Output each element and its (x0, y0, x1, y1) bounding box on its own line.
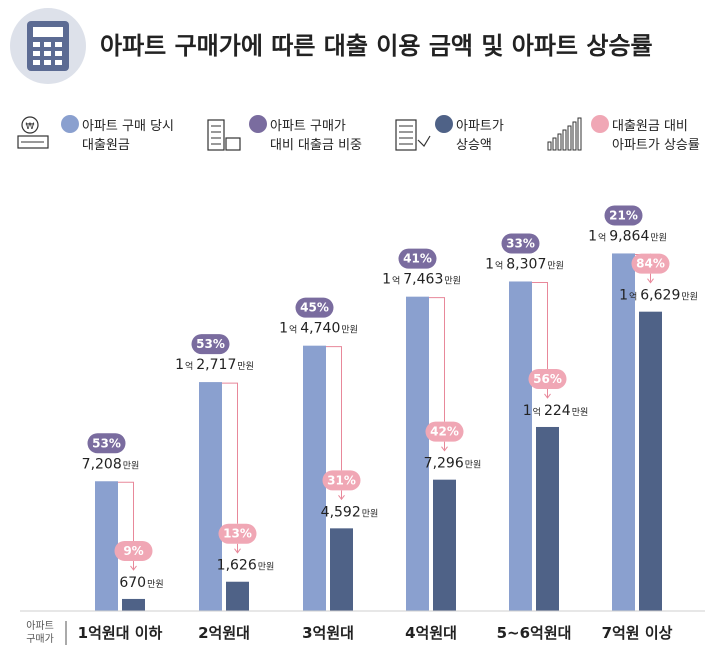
svg-text:21%: 21% (609, 208, 638, 222)
bar-group-1: 9% 670만원 7,208만원 53% (82, 433, 164, 611)
bar-growth-icon (547, 117, 582, 151)
ratio-connector (222, 382, 238, 524)
legend-swatch (591, 115, 609, 133)
legend-label: 대출원금 대비 (612, 119, 688, 134)
legend-label: 대비 대출금 비중 (270, 138, 362, 153)
rise-value-label: 4,592만원 (321, 504, 379, 520)
category-label: 2억원대 (198, 624, 250, 642)
rise-value-label: 7,296만원 (424, 456, 482, 472)
bankbook-icon: ₩ (17, 116, 49, 149)
svg-text:53%: 53% (92, 436, 121, 450)
rise-ratio-badge: 42% (425, 421, 464, 442)
legend-label: 아파트가 (456, 119, 504, 134)
loan-ratio-badge: 21% (604, 205, 643, 226)
loan-value-label: 1억 4,740만원 (279, 321, 358, 337)
loan-value-label: 1억 8,307만원 (485, 256, 564, 272)
loan-value-label: 1억 2,717만원 (175, 357, 254, 373)
apartment-house-icon (207, 119, 241, 151)
ratio-connector (532, 281, 548, 369)
rise-value-label: 670만원 (119, 575, 163, 591)
loan-bar (303, 345, 326, 611)
axis-caption-line1: 아파트 (26, 620, 54, 632)
rise-value-label: 1억 224만원 (523, 403, 589, 419)
loan-value-label: 7,208만원 (82, 456, 140, 472)
rise-value-label: 1,626만원 (217, 558, 275, 574)
svg-text:31%: 31% (327, 473, 356, 487)
loan-bar (509, 281, 532, 611)
svg-text:₩: ₩ (26, 122, 35, 132)
loan-bar (612, 253, 635, 611)
building-rise-icon (395, 119, 431, 151)
loan-ratio-badge: 53% (87, 433, 126, 454)
category-label: 3억원대 (302, 624, 354, 642)
loan-ratio-badge: 53% (191, 334, 230, 355)
svg-text:53%: 53% (196, 337, 225, 351)
legend-label: 대출원금 (82, 138, 130, 153)
legend-label: 아파트 구매가 (270, 119, 346, 134)
svg-text:13%: 13% (223, 527, 252, 541)
svg-text:41%: 41% (403, 252, 432, 266)
rise-bar (536, 426, 559, 611)
bar-group-3: 31% 4,592만원 1억 4,740만원 45% (279, 297, 379, 611)
rise-bar (330, 528, 353, 611)
svg-text:9%: 9% (123, 544, 143, 558)
plot-area: 9% 670만원 7,208만원 53% 13% 1,626만원 1억 2,717만원 53% 3… (82, 205, 698, 611)
category-label: 5~6억원대 (497, 624, 572, 642)
bar-group-6: 84% 1억 6,629만원 1억 9,864만원 21% (588, 205, 698, 611)
ratio-connector (429, 297, 445, 422)
category-label: 7억원 이상 (602, 624, 673, 642)
bar-group-4: 42% 7,296만원 1억 7,463만원 41% (382, 248, 482, 611)
legend-swatch (61, 115, 79, 133)
bar-group-2: 13% 1,626만원 1억 2,717만원 53% (175, 334, 274, 611)
rise-ratio-badge: 56% (528, 368, 567, 389)
loan-bar (199, 382, 222, 611)
loan-value-label: 1억 9,864만원 (588, 228, 667, 244)
svg-text:84%: 84% (636, 257, 665, 271)
loan-bar (95, 481, 118, 611)
ratio-connector (326, 346, 342, 471)
category-label: 1억원대 이하 (78, 624, 163, 642)
rise-bar (639, 311, 662, 611)
rise-bar (433, 479, 456, 611)
rise-bar (226, 581, 249, 611)
category-labels: 1억원대 이하 2억원대 3억원대 4억원대 5~6억원대 7억원 이상 (78, 624, 673, 642)
legend-label: 아파트가 상승률 (612, 138, 700, 153)
rise-bar (122, 598, 145, 611)
svg-text:45%: 45% (300, 301, 329, 315)
rise-ratio-badge: 9% (114, 540, 153, 561)
legend-label: 아파트 구매 당시 (82, 119, 174, 134)
rise-ratio-badge: 84% (631, 253, 670, 274)
rise-value-label: 1억 6,629만원 (619, 288, 698, 304)
loan-ratio-badge: 41% (398, 248, 437, 269)
bar-group-5: 56% 1억 224만원 1억 8,307만원 33% (485, 233, 588, 611)
loan-bar (406, 296, 429, 611)
rise-ratio-badge: 31% (322, 470, 361, 491)
legend-swatch (249, 115, 267, 133)
svg-text:42%: 42% (430, 425, 459, 439)
category-label: 4억원대 (405, 624, 457, 642)
axis-caption-line2: 구매가 (26, 633, 54, 645)
legend-label: 상승액 (456, 138, 492, 153)
calculator-icon (10, 8, 86, 84)
loan-value-label: 1억 7,463만원 (382, 272, 461, 288)
chart-title: 아파트 구매가에 따른 대출 이용 금액 및 아파트 상승률 (100, 32, 653, 60)
loan-ratio-badge: 33% (501, 233, 540, 254)
ratio-connector (118, 481, 134, 541)
legend-swatch (435, 115, 453, 133)
svg-text:33%: 33% (506, 236, 535, 250)
loan-ratio-badge: 45% (295, 297, 334, 318)
rise-ratio-badge: 13% (218, 523, 257, 544)
svg-text:56%: 56% (533, 372, 562, 386)
